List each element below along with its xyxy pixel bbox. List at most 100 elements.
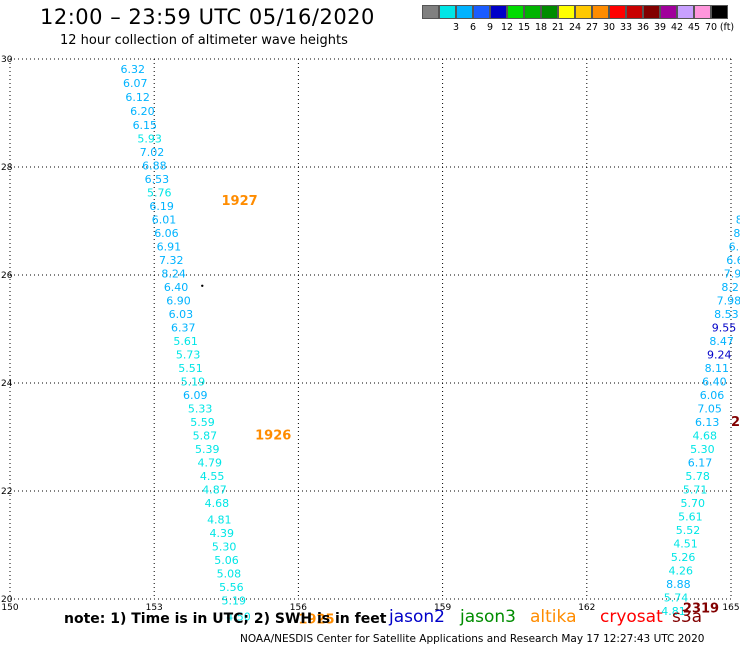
wave-height-label: 4.68 xyxy=(693,430,718,443)
legend-label: 18 xyxy=(534,22,548,33)
credit-line: NOAA/NESDIS Center for Satellite Applica… xyxy=(240,633,705,645)
wave-height-label: 6.12 xyxy=(125,91,150,104)
wave-height-label: 6.09 xyxy=(183,389,208,402)
legend-label: 15 xyxy=(517,22,531,33)
wave-height-label: 6.91 xyxy=(157,241,182,254)
wave-height-label: 5.59 xyxy=(190,416,215,429)
legend-label: 70 xyxy=(704,22,718,33)
wave-height-label: 5.74 xyxy=(664,592,689,605)
wave-height-label: 7.9 xyxy=(724,268,740,281)
wave-height-label: 4.87 xyxy=(202,484,227,497)
wave-height-label: 7.32 xyxy=(159,254,184,267)
lon-tick-label: 156 xyxy=(290,603,307,613)
wave-height-label: 5.52 xyxy=(676,524,701,537)
legend-swatch xyxy=(524,5,541,19)
pass-time-label: 1926 xyxy=(255,429,291,444)
wave-height-label: 8.2 xyxy=(721,281,739,294)
pass-time-label: 2319 xyxy=(683,602,719,617)
wave-height-label: 4.79 xyxy=(197,457,222,470)
wave-height-label: 5.56 xyxy=(219,581,244,594)
wave-height-label: 5.93 xyxy=(137,133,162,146)
lon-tick-label: 165 xyxy=(722,603,739,613)
wave-height-label: 6.17 xyxy=(688,457,713,470)
legend-swatch xyxy=(660,5,677,19)
lat-tick-label: 24 xyxy=(1,379,13,389)
lon-tick-label: 159 xyxy=(434,603,451,613)
wave-height-label: 6.88 xyxy=(142,160,167,173)
wave-height-label: 7.05 xyxy=(697,403,722,416)
wave-height-label: 5.08 xyxy=(217,567,242,580)
wave-height-label: 4.50 xyxy=(226,611,251,624)
wave-height-label: 7.02 xyxy=(140,146,165,159)
footer-note: note: 1) Time is in UTC; 2) SWH is in fe… xyxy=(64,611,387,627)
legend-swatch xyxy=(694,5,711,19)
wave-height-label: 4.51 xyxy=(673,538,698,551)
wave-height-label: 5.87 xyxy=(193,430,218,443)
wave-height-label: 6.40 xyxy=(702,376,727,389)
wave-height-label: 5.06 xyxy=(214,554,239,567)
island-dot xyxy=(201,284,204,287)
legend-swatch xyxy=(609,5,626,19)
wave-height-label: 8.24 xyxy=(161,268,186,281)
wave-height-label: 8 xyxy=(733,227,740,240)
wave-height-label: 6.32 xyxy=(121,63,146,76)
wave-height-label: 5.61 xyxy=(678,511,703,524)
wave-height-label: 6.6 xyxy=(726,254,740,267)
legend-swatch xyxy=(439,5,456,19)
satellite-label: cryosat xyxy=(600,607,663,627)
wave-height-label: 4.81 xyxy=(661,605,686,618)
wave-height-label: 6.07 xyxy=(123,77,148,90)
wave-height-label: 6.06 xyxy=(700,389,725,402)
wave-height-label: 8.53 xyxy=(714,308,739,321)
wave-height-label: 8.11 xyxy=(705,362,730,375)
legend-swatch xyxy=(558,5,575,19)
satellite-label: s3a xyxy=(672,607,703,627)
wave-height-label: 5.71 xyxy=(683,484,708,497)
satellite-label: altika xyxy=(530,607,577,627)
wave-height-label: 8.47 xyxy=(709,335,734,348)
wave-height-label: 5.61 xyxy=(173,335,198,348)
lat-tick-label: 22 xyxy=(1,487,12,497)
legend-label: 6 xyxy=(469,22,477,33)
lon-tick-label: 162 xyxy=(578,603,595,613)
wave-height-label: 9.55 xyxy=(712,322,737,335)
legend-label: 21 xyxy=(551,22,565,33)
wave-height-label: 6.06 xyxy=(154,227,179,240)
wave-height-label: 7.98 xyxy=(717,295,740,308)
wave-height-label: 6.90 xyxy=(166,295,191,308)
lon-tick-label: 150 xyxy=(1,603,18,613)
wave-height-label: 5.19 xyxy=(181,376,206,389)
legend-unit: (ft) xyxy=(719,22,735,33)
wave-height-label: 8.88 xyxy=(666,578,691,591)
wave-height-label: 6.15 xyxy=(133,119,158,132)
wave-height-label: 4.55 xyxy=(200,470,225,483)
lat-tick-label: 30 xyxy=(1,55,13,65)
legend-swatch xyxy=(643,5,660,19)
legend-label: 9 xyxy=(486,22,494,33)
legend-label: 12 xyxy=(500,22,514,33)
lon-tick-label: 153 xyxy=(146,603,163,613)
legend-label: 27 xyxy=(585,22,599,33)
wave-height-label: 4.81 xyxy=(207,513,232,526)
wave-height-label: 6.19 xyxy=(149,200,174,213)
wave-height-label: 6.20 xyxy=(130,105,155,118)
lat-tick-label: 26 xyxy=(1,271,13,281)
legend-swatch xyxy=(456,5,473,19)
legend-label: 30 xyxy=(602,22,616,33)
legend-swatch xyxy=(422,5,439,19)
legend-swatch xyxy=(626,5,643,19)
wave-height-label: 5.30 xyxy=(690,443,715,456)
wave-height-label: 5.78 xyxy=(685,470,710,483)
wave-height-label: 9.24 xyxy=(707,349,732,362)
legend-label: 45 xyxy=(687,22,701,33)
wave-height-label: 4.39 xyxy=(209,527,234,540)
legend-swatch xyxy=(541,5,558,19)
satellite-label: jason2 xyxy=(389,607,445,627)
legend-swatch xyxy=(575,5,592,19)
wave-height-label: 5.51 xyxy=(178,362,203,375)
legend-swatch xyxy=(473,5,490,19)
pass-time-label: 1927 xyxy=(221,194,257,209)
wave-height-label: 5.26 xyxy=(671,551,696,564)
wave-height-label: 5.76 xyxy=(147,187,172,200)
wave-height-label: 5.30 xyxy=(212,540,237,553)
